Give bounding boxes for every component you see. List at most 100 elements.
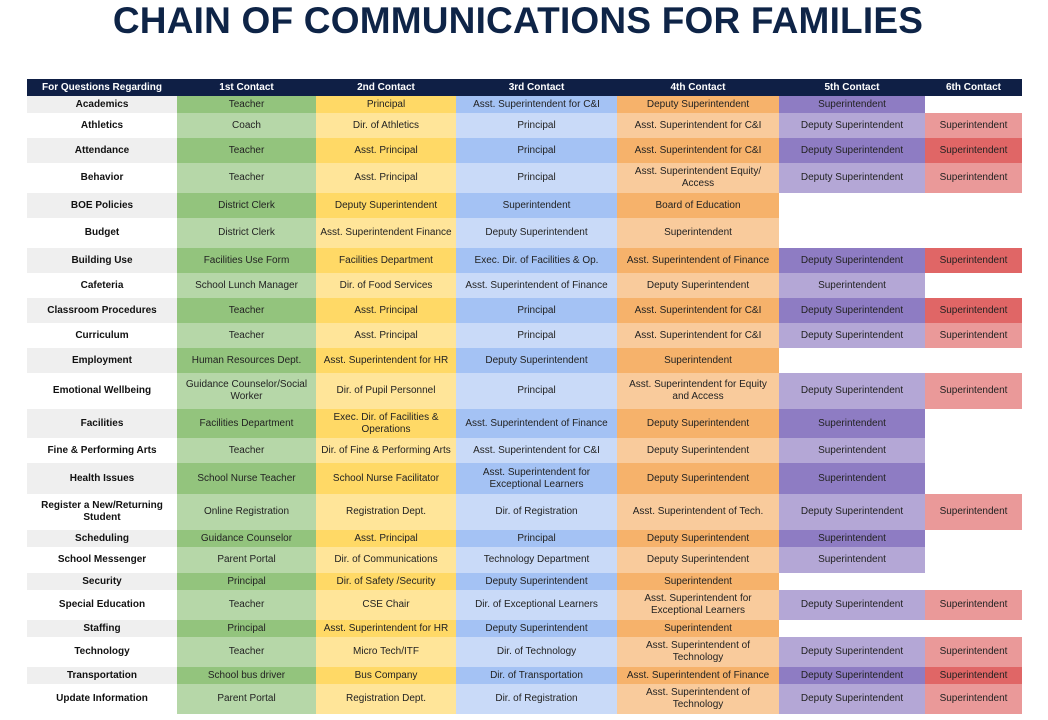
contact-3-cell: Dir. of Registration [456, 684, 617, 714]
table-row: Employment Human Resources Dept. Asst. Sup… [27, 348, 1022, 373]
contact-1-cell: Teacher [177, 323, 316, 348]
table-row: Update Information Parent Portal Registrat… [27, 684, 1022, 714]
contact-4-cell: Deputy Superintendent [617, 409, 779, 438]
topic-cell: Special Education [27, 590, 177, 620]
table-row: Register a New/Returning Student Online R… [27, 494, 1022, 530]
contact-5-cell: Superintendent [779, 547, 925, 573]
topic-cell: Behavior [27, 163, 177, 193]
header-6th-contact: 6th Contact [925, 79, 1022, 96]
contact-3-cell: Dir. of Technology [456, 637, 617, 667]
topic-cell: Security [27, 573, 177, 590]
contact-1-cell: School Lunch Manager [177, 273, 316, 298]
table-row: Health Issues School Nurse Teacher School … [27, 463, 1022, 494]
contact-1-cell: Teacher [177, 298, 316, 323]
table-row: Cafeteria School Lunch Manager Dir. of Foo… [27, 273, 1022, 298]
contact-4-cell: Asst. Superintendent for C&I [617, 298, 779, 323]
contact-1-cell: Teacher [177, 138, 316, 163]
contact-2-cell: Registration Dept. [316, 494, 456, 530]
contact-6-cell [925, 463, 1022, 494]
contact-3-cell: Principal [456, 298, 617, 323]
contact-1-cell: Guidance Counselor [177, 530, 316, 547]
contact-2-cell: Dir. of Pupil Personnel [316, 373, 456, 409]
contact-3-cell: Principal [456, 530, 617, 547]
contact-2-cell: Dir. of Food Services [316, 273, 456, 298]
contact-4-cell: Superintendent [617, 348, 779, 373]
topic-cell: Scheduling [27, 530, 177, 547]
header-2nd-contact: 2nd Contact [316, 79, 456, 96]
contact-3-cell: Superintendent [456, 193, 617, 218]
contact-4-cell: Superintendent [617, 573, 779, 590]
contact-5-cell: Superintendent [779, 96, 925, 113]
contact-4-cell: Deputy Superintendent [617, 463, 779, 494]
contact-2-cell: Bus Company [316, 667, 456, 684]
header-5th-contact: 5th Contact [779, 79, 925, 96]
contact-5-cell: Deputy Superintendent [779, 590, 925, 620]
contact-1-cell: Facilities Use Form [177, 248, 316, 273]
contact-6-cell: Superintendent [925, 494, 1022, 530]
table-row: Building Use Facilities Use Form Facilitie… [27, 248, 1022, 273]
contact-5-cell: Deputy Superintendent [779, 494, 925, 530]
contact-4-cell: Asst. Superintendent of Tech. [617, 494, 779, 530]
topic-cell: Register a New/Returning Student [27, 494, 177, 530]
contact-3-cell: Principal [456, 373, 617, 409]
page-title: CHAIN OF COMMUNICATIONS FOR FAMILIES [112, 0, 924, 41]
table-row: Special Education Teacher CSE Chair Dir. of… [27, 590, 1022, 620]
contact-5-cell: Deputy Superintendent [779, 637, 925, 667]
topic-cell: Fine & Performing Arts [27, 438, 177, 463]
contact-2-cell: School Nurse Facilitator [316, 463, 456, 494]
contact-3-cell: Dir. of Registration [456, 494, 617, 530]
contact-5-cell: Deputy Superintendent [779, 684, 925, 714]
contact-3-cell: Asst. Superintendent for Exceptional Lea… [456, 463, 617, 494]
contact-1-cell: Teacher [177, 163, 316, 193]
header-1st-contact: 1st Contact [177, 79, 316, 96]
header-4th-contact: 4th Contact [617, 79, 779, 96]
contact-1-cell: Parent Portal [177, 684, 316, 714]
contact-4-cell: Superintendent [617, 218, 779, 248]
contact-2-cell: Registration Dept. [316, 684, 456, 714]
contact-2-cell: Asst. Principal [316, 323, 456, 348]
contact-6-cell: Superintendent [925, 163, 1022, 193]
contact-5-cell: Superintendent [779, 273, 925, 298]
contact-2-cell: Asst. Principal [316, 138, 456, 163]
table-row: Athletics Coach Dir. of Athletics Principal… [27, 113, 1022, 138]
contact-6-cell [925, 547, 1022, 573]
table-row: Technology Teacher Micro Tech/ITF Dir. of T… [27, 637, 1022, 667]
contact-4-cell: Superintendent [617, 620, 779, 637]
table-row: Academics Teacher Principal Asst. Superinte… [27, 96, 1022, 113]
contact-6-cell [925, 193, 1022, 218]
table-row: School Messenger Parent Portal Dir. of Com… [27, 547, 1022, 573]
contact-4-cell: Board of Education [617, 193, 779, 218]
contact-2-cell: Dir. of Communications [316, 547, 456, 573]
contact-1-cell: Principal [177, 573, 316, 590]
contact-1-cell: Facilities Department [177, 409, 316, 438]
table-row: Emotional Wellbeing Guidance Counselor/So… [27, 373, 1022, 409]
topic-cell: Budget [27, 218, 177, 248]
table-row: Behavior Teacher Asst. Principal Principal A… [27, 163, 1022, 193]
contact-6-cell: Superintendent [925, 248, 1022, 273]
contact-2-cell: Asst. Principal [316, 163, 456, 193]
contact-6-cell: Superintendent [925, 667, 1022, 684]
contact-3-cell: Exec. Dir. of Facilities & Op. [456, 248, 617, 273]
topic-cell: BOE Policies [27, 193, 177, 218]
contact-6-cell: Superintendent [925, 298, 1022, 323]
table-row: Classroom Procedures Teacher Asst. Princip… [27, 298, 1022, 323]
contact-6-cell [925, 620, 1022, 637]
contact-3-cell: Dir. of Exceptional Learners [456, 590, 617, 620]
contact-5-cell: Deputy Superintendent [779, 373, 925, 409]
contact-4-cell: Deputy Superintendent [617, 96, 779, 113]
contact-6-cell: Superintendent [925, 113, 1022, 138]
contact-4-cell: Asst. Superintendent for C&I [617, 323, 779, 348]
table-row: Scheduling Guidance Counselor Asst. Princi… [27, 530, 1022, 547]
contact-4-cell: Asst. Superintendent for Equity and Acce… [617, 373, 779, 409]
table-row: Budget District Clerk Asst. Superintendent… [27, 218, 1022, 248]
topic-cell: Cafeteria [27, 273, 177, 298]
contact-5-cell [779, 620, 925, 637]
contact-6-cell: Superintendent [925, 138, 1022, 163]
header-topic: For Questions Regarding [27, 79, 177, 96]
contact-4-cell: Deputy Superintendent [617, 438, 779, 463]
contact-5-cell: Deputy Superintendent [779, 248, 925, 273]
table-row: BOE Policies District Clerk Deputy Superin… [27, 193, 1022, 218]
contact-4-cell: Deputy Superintendent [617, 530, 779, 547]
contact-2-cell: Dir. of Athletics [316, 113, 456, 138]
topic-cell: Curriculum [27, 323, 177, 348]
